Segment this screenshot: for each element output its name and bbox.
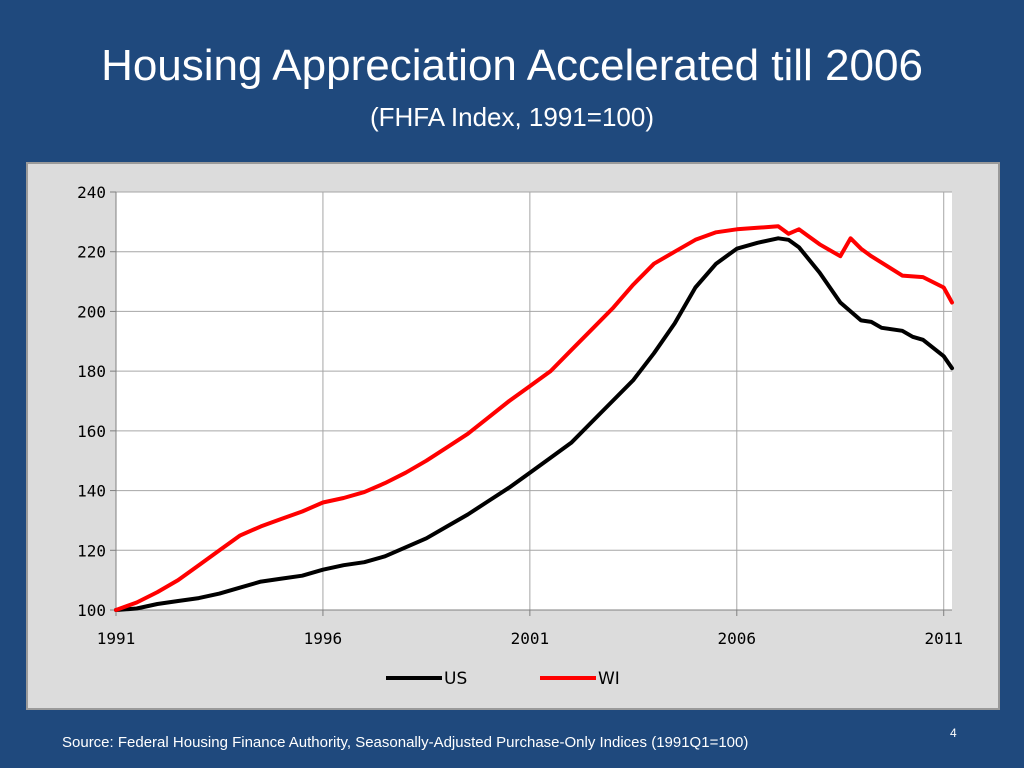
y-tick-label: 120 — [77, 541, 106, 560]
chart-frame: 100 120 140 160 180 200 220 240 1991 1996 2001 2006… — [26, 162, 1000, 710]
page-number: 4 — [950, 726, 957, 740]
x-tick-label: 1991 — [97, 629, 136, 648]
y-tick-label: 220 — [77, 243, 106, 262]
x-tick-label: 2006 — [718, 629, 757, 648]
x-tick-label: 2001 — [511, 629, 550, 648]
source-note: Source: Federal Housing Finance Authorit… — [62, 734, 749, 751]
series-line-wi — [114, 224, 954, 612]
y-tick-label: 100 — [77, 601, 106, 620]
series-line-us — [114, 236, 954, 612]
legend-label-us: US — [444, 669, 467, 689]
plot-area — [116, 192, 952, 610]
x-tick-label: 2011 — [924, 629, 963, 648]
y-tick-label: 200 — [77, 302, 106, 321]
y-tick-label: 160 — [77, 422, 106, 441]
slide-title: Housing Appreciation Accelerated till 20… — [101, 41, 923, 90]
legend-label-wi: WI — [598, 669, 620, 689]
y-tick-label: 240 — [77, 183, 106, 202]
y-tick-label: 180 — [77, 362, 106, 381]
line-chart: 100 120 140 160 180 200 220 240 1991 1996 2001 2006… — [77, 183, 963, 689]
y-tick-label: 140 — [77, 482, 106, 501]
x-tick-label: 1996 — [304, 629, 343, 648]
slide-subtitle: (FHFA Index, 1991=100) — [369, 102, 654, 132]
